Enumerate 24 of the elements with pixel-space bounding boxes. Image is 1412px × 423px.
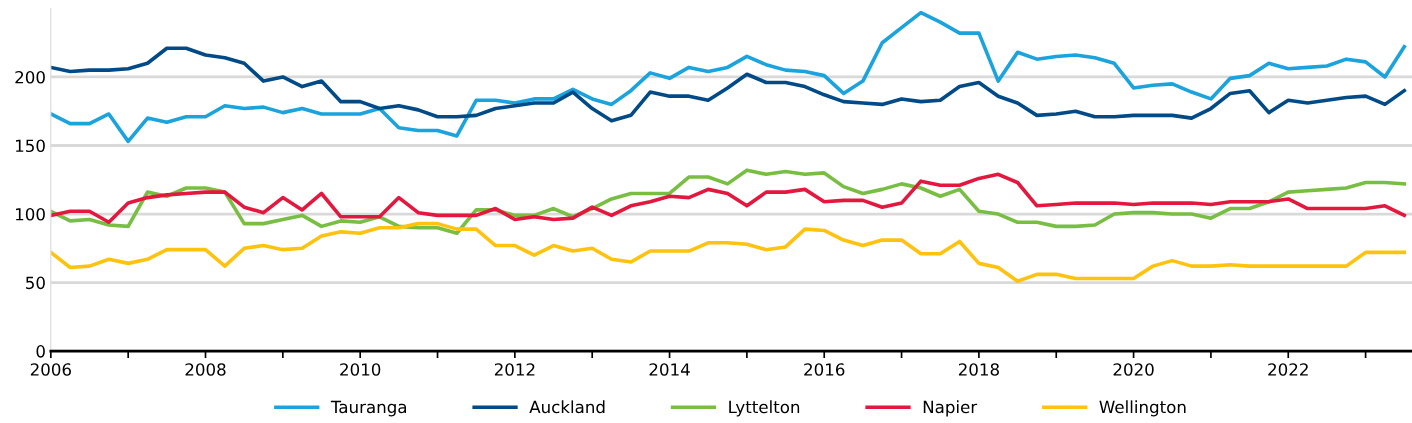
y-tick-label: 200: [15, 70, 45, 84]
legend-label: Auckland: [529, 400, 605, 414]
x-tick-label: 2006: [30, 363, 71, 376]
line-series: [50, 221, 1407, 283]
x-tick-label: 2018: [958, 363, 999, 376]
line-series: [50, 10, 1407, 144]
x-tick-label: 2010: [340, 363, 381, 376]
legend-label: Lyttelton: [729, 400, 800, 417]
x-tick-label: 2014: [649, 363, 690, 376]
x-tick-label: 2008: [185, 363, 226, 376]
y-tick-label: 150: [15, 139, 45, 153]
legend-label: Tauranga: [330, 400, 407, 417]
y-tick-label: 100: [15, 208, 45, 221]
x-tick-label: 2012: [494, 363, 535, 376]
x-tick-label: 2022: [1268, 363, 1308, 376]
y-tick-label: 50: [26, 276, 45, 290]
line-series: [50, 46, 1407, 123]
legend-label: Napier: [923, 400, 978, 417]
x-tick-label: 2020: [1113, 363, 1154, 376]
legend-label: Wellington: [1099, 400, 1186, 417]
y-tick-label: 0: [36, 345, 45, 358]
line-series: [50, 168, 1407, 236]
line-series: [50, 172, 1407, 225]
x-tick-label: 2016: [804, 363, 845, 376]
